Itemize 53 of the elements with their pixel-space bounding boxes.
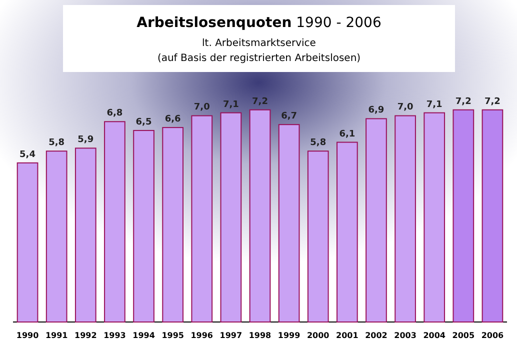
chart-subtitle: lt. Arbeitsmarktservice (auf Basis der registrierten Arbeitslosen) [157,38,361,64]
data-label: 6,1 [339,129,356,140]
bar [424,112,446,322]
data-label: 6,8 [106,108,123,119]
data-label: 6,9 [368,106,384,116]
x-tick-label: 1992 [74,331,97,340]
bar [220,112,242,322]
bar [249,109,271,322]
data-label: 5,4 [20,150,36,160]
bar [16,162,38,322]
x-tick-label: 2001 [336,331,359,340]
x-tick-label: 1997 [220,331,242,340]
bar [46,150,68,322]
bar [366,118,387,322]
x-tick-label: 1995 [162,331,184,340]
x-tick-label: 1991 [45,331,68,340]
data-label: 5,9 [78,135,94,146]
x-tick-label: 2003 [394,331,416,340]
x-tick-label: 1999 [278,331,301,340]
data-label: 7,0 [397,102,414,113]
x-tick-label: 2005 [452,331,475,340]
bar [394,115,416,322]
bar [452,109,474,322]
x-tick-label: 1996 [190,331,214,340]
data-label: 7,2 [252,96,268,107]
bar [191,115,213,322]
data-label: 7,1 [222,100,239,110]
data-label: 6,5 [136,117,152,128]
x-tick-label: 2002 [365,331,388,340]
data-label: 6,7 [281,112,298,122]
bar [133,130,154,322]
x-tick-label: 1998 [248,331,272,340]
bar [278,124,300,322]
x-tick-label: 2006 [481,331,504,340]
bar [336,142,358,322]
data-label: 6,6 [164,114,181,125]
bar [104,121,126,322]
data-label: 7,0 [194,102,210,113]
x-tick-label: 2000 [306,331,330,340]
x-tick-label: 1990 [16,331,40,340]
bar [162,127,184,322]
data-label: 7,2 [484,96,500,107]
bar [482,109,504,322]
data-label: 7,1 [426,100,442,110]
data-label: 7,2 [455,96,472,107]
x-tick-label: 1993 [104,331,126,340]
bar [74,148,96,322]
x-tick-label: 2004 [423,331,446,340]
data-label: 5,8 [310,138,326,148]
chart-title: Arbeitslosenquoten 1990 - 2006 [136,15,382,31]
data-label: 5,8 [48,138,65,148]
bar [307,150,329,322]
x-tick-label: 1994 [132,331,156,340]
